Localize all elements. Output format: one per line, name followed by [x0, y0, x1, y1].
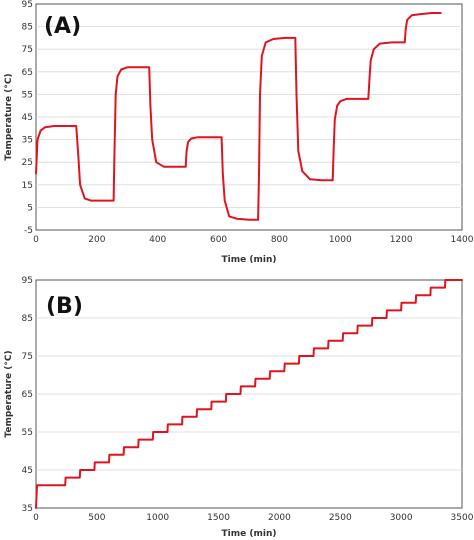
- y-tick-label-a: 35: [22, 136, 33, 146]
- y-tick-label-a: 75: [22, 45, 33, 55]
- x-tick-label-b: 2000: [268, 513, 291, 523]
- x-tick-label-b: 3000: [390, 513, 413, 523]
- y-ticks-b: 35 45 55 65 75 85 95: [22, 276, 33, 514]
- chart-panel-a: 0 200 400 600 800 1000 1200 1400 -5 5 15 25 35 45 55 6…: [4, 0, 474, 265]
- y-tick-label-a: 65: [22, 68, 33, 78]
- y-tick-label-a: 55: [22, 90, 33, 100]
- y-tick-label-b: 95: [22, 276, 33, 286]
- y-tick-label-b: 65: [22, 390, 33, 400]
- y-tick-label-a: -5: [24, 226, 33, 236]
- series-line-b: [35, 279, 463, 509]
- x-tick-label-b: 0: [33, 513, 39, 523]
- y-tick-label-a: 85: [22, 23, 33, 33]
- x-tick-label-b: 1500: [207, 513, 230, 523]
- panel-label-a: (A): [44, 14, 81, 39]
- x-tick-label-b: 1000: [146, 513, 169, 523]
- panel-label-b: (B): [46, 294, 83, 319]
- y-tick-label-b: 85: [22, 314, 33, 324]
- y-tick-label-b: 45: [22, 466, 33, 476]
- x-axis-label-b: Time (min): [222, 529, 277, 539]
- x-tick-label-a: 200: [88, 235, 105, 245]
- chart-panel-b: 0 500 1000 1500 2000 2500 3000 3500 35 45 55 65 75 8…: [4, 276, 474, 539]
- grid-b: [36, 317, 462, 471]
- y-tick-label-a: 25: [22, 158, 33, 168]
- y-tick-label-b: 55: [22, 428, 33, 438]
- y-tick-label-a: 45: [22, 113, 33, 123]
- x-tick-label-a: 1000: [329, 235, 352, 245]
- x-tick-label-a: 1200: [390, 235, 413, 245]
- x-ticks-b: 0 500 1000 1500 2000 2500 3000 3500: [33, 513, 474, 523]
- x-tick-label-b: 3500: [451, 513, 474, 523]
- y-tick-label-a: 5: [27, 203, 33, 213]
- x-tick-label-a: 800: [271, 235, 288, 245]
- y-axis-label-a: Temperature (°C): [4, 73, 14, 160]
- x-tick-label-a: 400: [149, 235, 166, 245]
- x-tick-label-b: 500: [88, 513, 105, 523]
- y-ticks-a: -5 5 15 25 35 45 55 65 75 85 95: [22, 0, 33, 236]
- y-tick-label-a: 95: [22, 0, 33, 10]
- x-axis-label-a: Time (min): [222, 255, 277, 265]
- x-tick-label-a: 1400: [451, 235, 474, 245]
- x-ticks-a: 0 200 400 600 800 1000 1200 1400: [33, 235, 474, 245]
- x-tick-label-b: 2500: [329, 513, 352, 523]
- y-axis-label-b: Temperature (°C): [4, 350, 14, 437]
- grid-a: [36, 26, 462, 208]
- series-line-a: [35, 12, 442, 221]
- y-tick-label-a: 15: [22, 181, 33, 191]
- y-tick-label-b: 35: [22, 504, 33, 514]
- y-tick-label-b: 75: [22, 352, 33, 362]
- x-tick-label-a: 600: [210, 235, 227, 245]
- x-tick-label-a: 0: [33, 235, 39, 245]
